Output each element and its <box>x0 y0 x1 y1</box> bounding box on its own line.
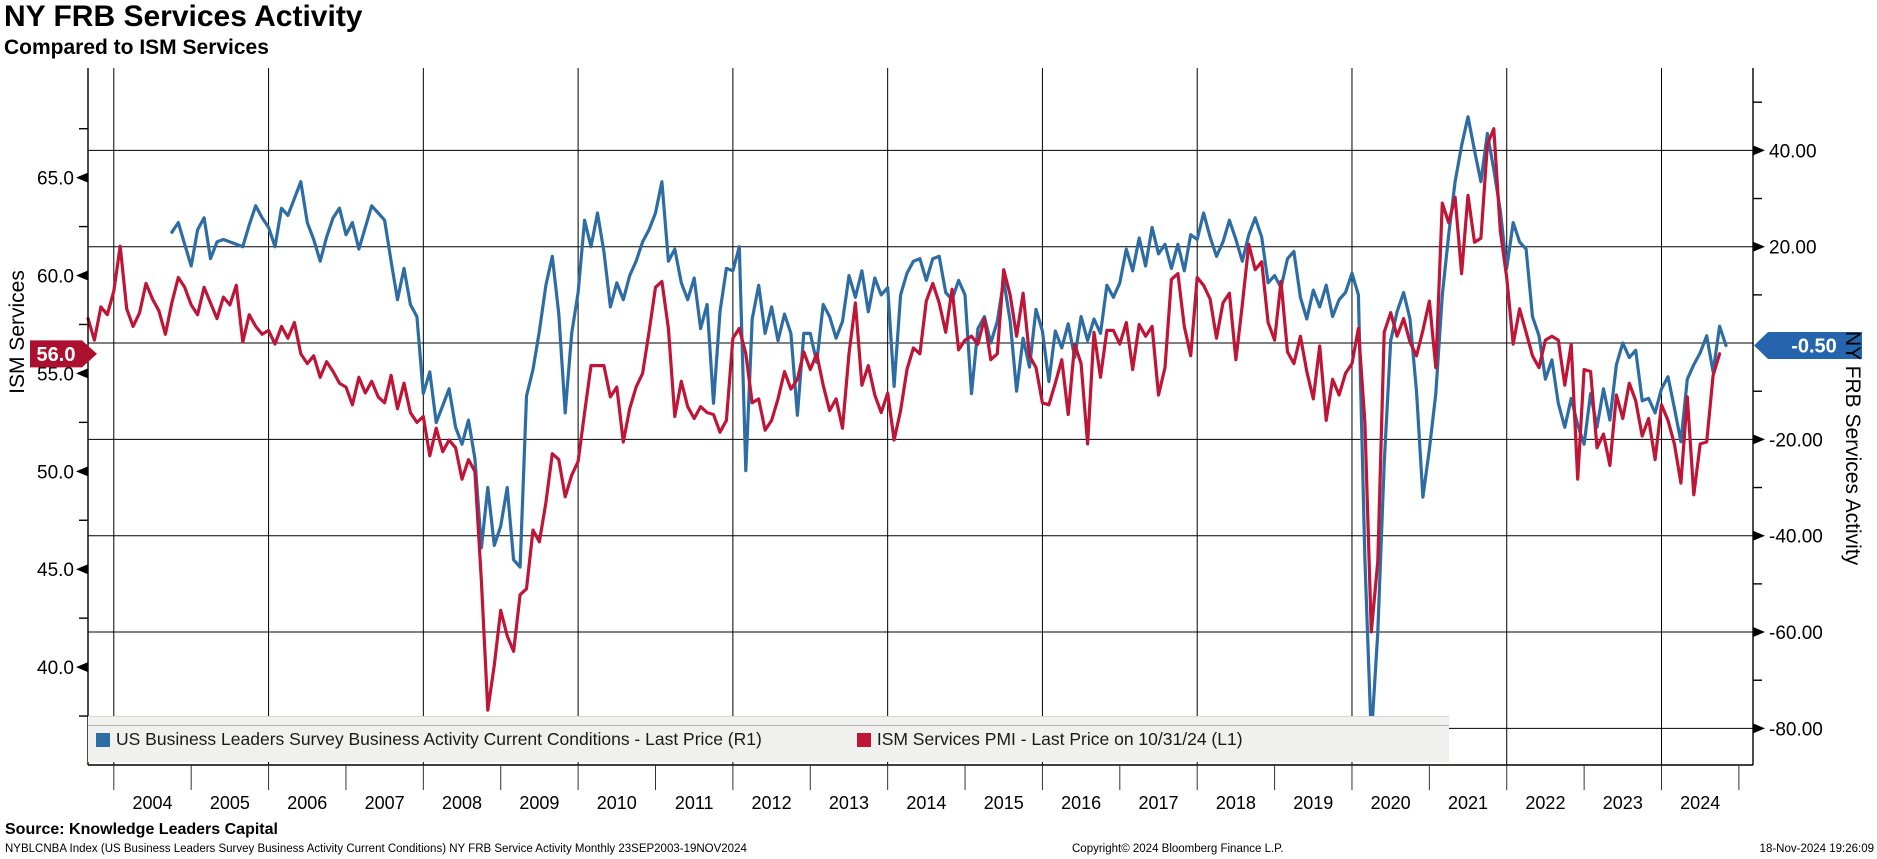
right-last-price-badge <box>1754 331 1862 359</box>
year-label: 2008 <box>442 793 482 813</box>
series-ism-services-line <box>86 127 1722 712</box>
right-axis-tick-arrow <box>1753 723 1765 734</box>
year-label: 2024 <box>1680 793 1720 813</box>
year-label: 2009 <box>519 793 559 813</box>
left-axis-tick-label: 60.0 <box>37 267 74 288</box>
year-label: 2015 <box>984 793 1024 813</box>
footer-datetime: 18-Nov-2024 19:26:09 <box>1759 843 1874 855</box>
year-label: 2018 <box>1216 793 1256 813</box>
year-label: 2006 <box>287 793 327 813</box>
year-label: 2005 <box>210 793 250 813</box>
left-axis-tick-arrow <box>76 368 88 379</box>
footer-copyright: Copyright© 2024 Bloomberg Finance L.P. <box>1072 843 1284 855</box>
year-label: 2014 <box>906 793 946 813</box>
right-axis-tick-label: -80.00 <box>1769 719 1823 740</box>
left-axis-tick-label: 65.0 <box>37 169 74 190</box>
footer-meta: NYBLCNBA Index (US Business Leaders Surv… <box>5 843 1877 855</box>
year-label: 2011 <box>675 793 714 813</box>
legend-swatch-red <box>856 732 871 747</box>
year-label: 2022 <box>1525 793 1565 813</box>
year-label: 2017 <box>1138 793 1178 813</box>
right-axis-tick-arrow <box>1753 145 1765 156</box>
legend-swatch-blue <box>96 732 110 747</box>
year-label: 2012 <box>752 793 792 813</box>
left-axis-tick-arrow <box>76 466 88 477</box>
left-axis-tick-arrow <box>76 172 88 183</box>
right-axis-tick-label: -60.00 <box>1769 623 1823 644</box>
legend-label-ism-services: ISM Services PMI - Last Price on 10/31/2… <box>876 729 1243 749</box>
right-axis-tick-arrow <box>1753 627 1765 638</box>
footer-ticker-description: NYBLCNBA Index (US Business Leaders Surv… <box>5 843 747 855</box>
right-axis-tick-label: 40.00 <box>1769 141 1817 162</box>
right-axis-tick-arrow <box>1753 434 1765 445</box>
right-axis-tick-label: -20.00 <box>1769 430 1823 451</box>
left-axis-tick-label: 40.0 <box>37 658 74 679</box>
left-axis-tick-label: 55.0 <box>37 364 74 385</box>
page-title: NY FRB Services Activity <box>4 0 363 33</box>
right-axis-tick-arrow <box>1753 530 1765 541</box>
year-label: 2021 <box>1448 793 1488 813</box>
year-label: 2010 <box>597 793 637 813</box>
left-axis-tick-arrow <box>76 662 88 673</box>
right-axis-title: NY FRB Services Activity <box>1841 330 1864 566</box>
left-axis-tick-label: 45.0 <box>37 560 74 581</box>
left-last-price-value: 56.0 <box>37 344 76 366</box>
left-axis-title: ISM Services <box>6 270 29 394</box>
year-label: 2013 <box>829 793 869 813</box>
right-axis-tick-label: 20.00 <box>1769 238 1817 259</box>
right-axis-tick-arrow <box>1753 241 1765 252</box>
right-last-price-value: -0.50 <box>1791 335 1837 357</box>
year-label: 2019 <box>1293 793 1333 813</box>
left-axis-tick-arrow <box>76 564 88 575</box>
left-axis-tick-arrow <box>76 270 88 281</box>
right-axis-tick-label: -40.00 <box>1769 527 1823 548</box>
year-label: 2016 <box>1061 793 1101 813</box>
legend-strip: US Business Leaders Survey Business Acti… <box>88 716 1449 762</box>
year-label: 2023 <box>1603 793 1643 813</box>
footer-source: Source: Knowledge Leaders Capital <box>5 821 278 838</box>
year-label: 2020 <box>1371 793 1411 813</box>
year-label: 2007 <box>365 793 405 813</box>
left-axis-tick-label: 50.0 <box>37 462 74 483</box>
left-last-price-badge <box>30 340 97 368</box>
legend-label-business-leaders: US Business Leaders Survey Business Acti… <box>116 729 762 749</box>
legend-divider <box>88 725 1449 726</box>
page-subtitle: Compared to ISM Services <box>4 36 269 59</box>
year-label: 2004 <box>132 793 172 813</box>
series-business-leaders-line <box>170 115 1728 740</box>
